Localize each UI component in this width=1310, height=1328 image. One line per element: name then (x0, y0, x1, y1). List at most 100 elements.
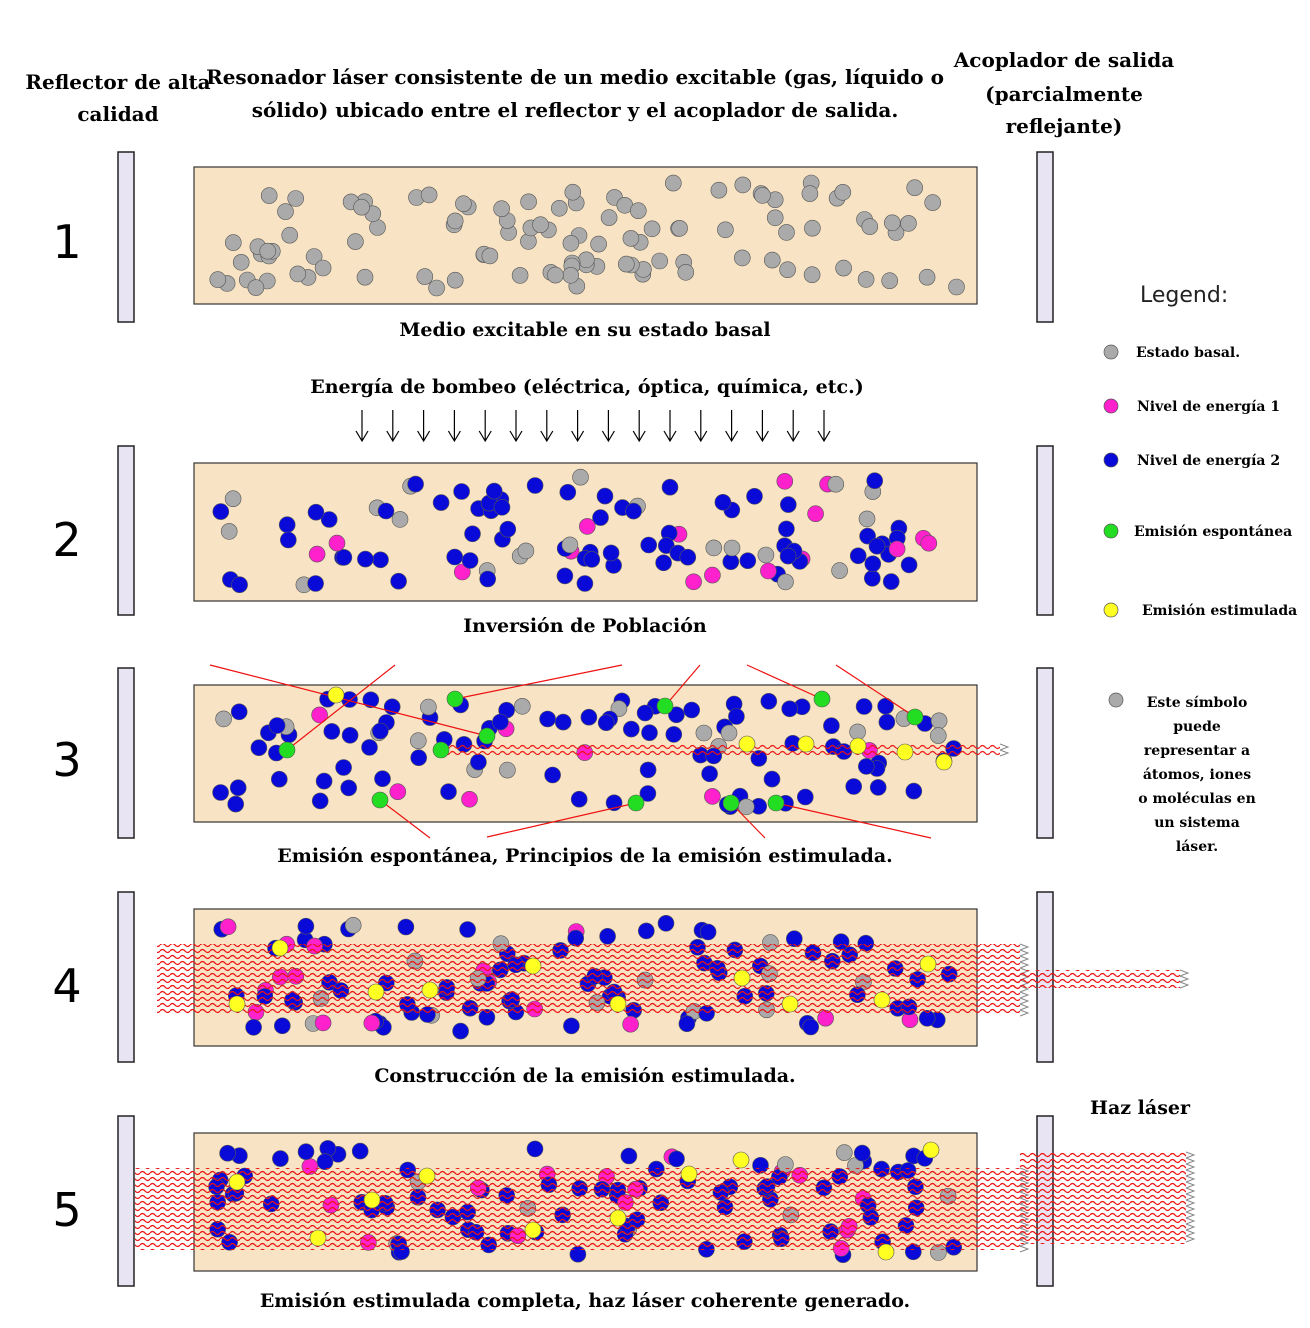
output-coupler-mirror (1036, 667, 1054, 839)
pump-arrow (447, 410, 461, 443)
particle (225, 234, 242, 251)
beam-arrowhead (1185, 1163, 1196, 1171)
particle (717, 221, 734, 239)
particle (245, 1019, 262, 1036)
particle (900, 556, 918, 574)
particle (363, 1014, 381, 1032)
output-coupler-line-3: reflejante) (1006, 114, 1123, 138)
particle (278, 516, 296, 534)
spontaneous-emission-ray (286, 664, 396, 751)
spontaneous-emission-ray (209, 664, 488, 737)
laser-beam (157, 944, 1020, 1014)
particle (639, 785, 657, 802)
particle (340, 779, 358, 797)
stimulated-emission-particle (732, 1151, 750, 1169)
particle (281, 226, 299, 244)
legend-item: Nivel de energía 1 (1103, 398, 1280, 415)
spontaneous-emission-particle (432, 741, 450, 759)
particle (455, 195, 472, 212)
particle (668, 1150, 685, 1168)
beam-arrowhead (1185, 1181, 1196, 1189)
pump-arrow (509, 410, 523, 443)
particle (250, 739, 268, 757)
particle (622, 1015, 639, 1033)
beam-arrowhead (999, 743, 1010, 751)
particle (868, 537, 886, 555)
spontaneous-emission-ray (746, 664, 823, 700)
particle (641, 724, 658, 742)
particle (849, 547, 867, 565)
stimulated-emission-particle (922, 1141, 940, 1159)
left-reflector-heading: Reflector de alta calidad (25, 70, 210, 126)
particle (802, 1018, 820, 1036)
particle (760, 562, 777, 580)
particle (766, 209, 784, 227)
legend-note: Este símbolo puede representar a átomos, io… (1108, 692, 1256, 855)
particle (277, 203, 294, 220)
particle (622, 230, 640, 247)
particle (470, 753, 487, 771)
particle (643, 220, 661, 238)
particle (877, 697, 894, 715)
particle (655, 554, 672, 572)
stage-3: 3 Emisión espontánea, Principios de la em… (52, 664, 1054, 867)
stimulated-emission-particle (935, 753, 953, 771)
pump-arrow (478, 410, 492, 443)
particle (273, 1017, 291, 1035)
particle (227, 795, 244, 813)
pump-arrow (417, 410, 431, 443)
particle (230, 703, 248, 721)
particle (323, 723, 341, 740)
spontaneous-emission-ray (775, 802, 932, 839)
particle (268, 717, 286, 734)
laser-beam (1000, 970, 1180, 988)
high-reflector-mirror (117, 445, 135, 616)
particle (920, 534, 938, 552)
legend-swatch (1103, 452, 1119, 468)
particle (389, 783, 407, 801)
particle (685, 573, 702, 591)
beam-arrowheads (1185, 1151, 1196, 1243)
beam-arrowhead (1019, 943, 1030, 951)
particle (231, 576, 248, 594)
spontaneous-emission-particle (278, 741, 296, 759)
beam-arrowhead (999, 749, 1010, 757)
particle (804, 219, 821, 237)
particle (247, 279, 265, 296)
particle (440, 783, 457, 801)
particle (314, 1014, 332, 1032)
particle (453, 483, 470, 500)
particle (526, 1140, 544, 1158)
particle (930, 712, 948, 730)
beam-arrowhead (1179, 969, 1190, 977)
left-reflector-line-1: Reflector de alta (25, 70, 210, 94)
stimulated-emission-particle (733, 969, 751, 987)
legend-label: Emisión espontánea (1134, 524, 1292, 540)
pump-arrow (386, 410, 400, 443)
stage-number: 3 (52, 733, 81, 787)
particle (564, 183, 582, 201)
legend-label: Nivel de energía 2 (1137, 453, 1280, 469)
particle (270, 770, 288, 788)
particle (888, 540, 906, 558)
particle (599, 927, 616, 945)
particle (311, 706, 328, 724)
particle (567, 929, 585, 947)
particle (383, 698, 401, 716)
particle (600, 209, 618, 226)
particle (461, 790, 478, 808)
particle (866, 472, 884, 490)
particle (279, 531, 297, 549)
legend-item: Estado basal. (1103, 344, 1240, 361)
particle (308, 545, 326, 563)
particle (733, 249, 751, 267)
particle (513, 697, 531, 715)
particle (671, 220, 688, 237)
stimulated-emission-particle (896, 743, 914, 761)
resonator-line-1: Resonador láser consistente de un medio … (206, 65, 944, 89)
output-coupler-line-1: Acoplador de salida (953, 48, 1174, 72)
stage-2: 2 Inversión de Población (52, 445, 1054, 637)
particle (629, 202, 647, 219)
particle (289, 265, 307, 283)
particle (391, 511, 409, 528)
